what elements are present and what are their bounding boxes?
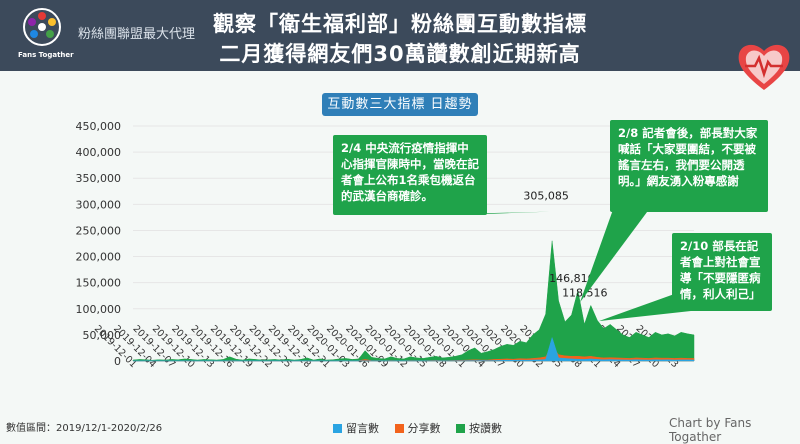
peak-label: 146,810: [549, 272, 595, 285]
y-tick-label: 200,000: [76, 251, 122, 264]
chart-legend: 留言數 分享數 按讚數: [333, 420, 514, 436]
legend-swatch: [333, 424, 342, 433]
legend-swatch: [456, 424, 465, 433]
area-comments: [132, 336, 695, 362]
legend-item-comments: 留言數: [333, 420, 379, 436]
chart-credit: Chart by Fans Togather: [669, 416, 752, 444]
logo-icon: [23, 8, 61, 46]
callout-feb10: 2/10 部長在記者會上對社會宣導「不要隱匿病情，利人利己」: [672, 233, 772, 311]
callout-feb4: 2/4 中央流行疫情指揮中心指揮官陳時中，當晚在記者會上公布1名乘包機返台的武漢…: [333, 135, 487, 215]
chart-title: 互動數三大指標 日趨勢: [322, 93, 478, 116]
callout-pointer-feb8: [579, 190, 650, 303]
heart-monitor-icon: [738, 44, 790, 90]
data-range-note: 數值區間：2019/12/1-2020/2/26: [6, 423, 163, 434]
legend-item-shares: 分享數: [394, 420, 441, 436]
peak-label: 305,085: [523, 190, 569, 203]
brand-tagline: 粉絲團聯盟最大代理: [78, 27, 196, 42]
page-title: 觀察「衛生福利部」粉絲團互動數指標: [213, 12, 587, 36]
callout-feb8: 2/8 記者會後，部長對大家喊話「大家要團結，不要被謠言左右，我們要公開透明。」…: [610, 120, 768, 212]
fans-together-logo: Fans Togather: [18, 5, 74, 67]
y-tick-label: 250,000: [76, 224, 122, 237]
y-tick-label: 450,000: [76, 120, 122, 133]
header-bar: [0, 0, 800, 71]
legend-item-likes: 按讚數: [456, 420, 502, 436]
legend-label: 留言數: [346, 422, 379, 435]
y-tick-label: 50,000: [83, 329, 122, 342]
y-tick-label: 400,000: [76, 146, 122, 159]
y-tick-label: 300,000: [76, 198, 122, 211]
legend-label: 按讚數: [469, 422, 502, 435]
y-tick-label: 350,000: [76, 172, 122, 185]
page-subtitle: 二月獲得網友們30萬讚數創近期新高: [219, 42, 581, 66]
y-tick-label: 0: [114, 355, 121, 368]
area-likes: [132, 240, 695, 362]
legend-swatch: [394, 424, 404, 433]
logo-text: Fans Togather: [18, 51, 74, 59]
y-tick-label: 100,000: [76, 303, 122, 316]
y-tick-label: 150,000: [76, 277, 122, 290]
legend-label: 分享數: [407, 422, 441, 435]
